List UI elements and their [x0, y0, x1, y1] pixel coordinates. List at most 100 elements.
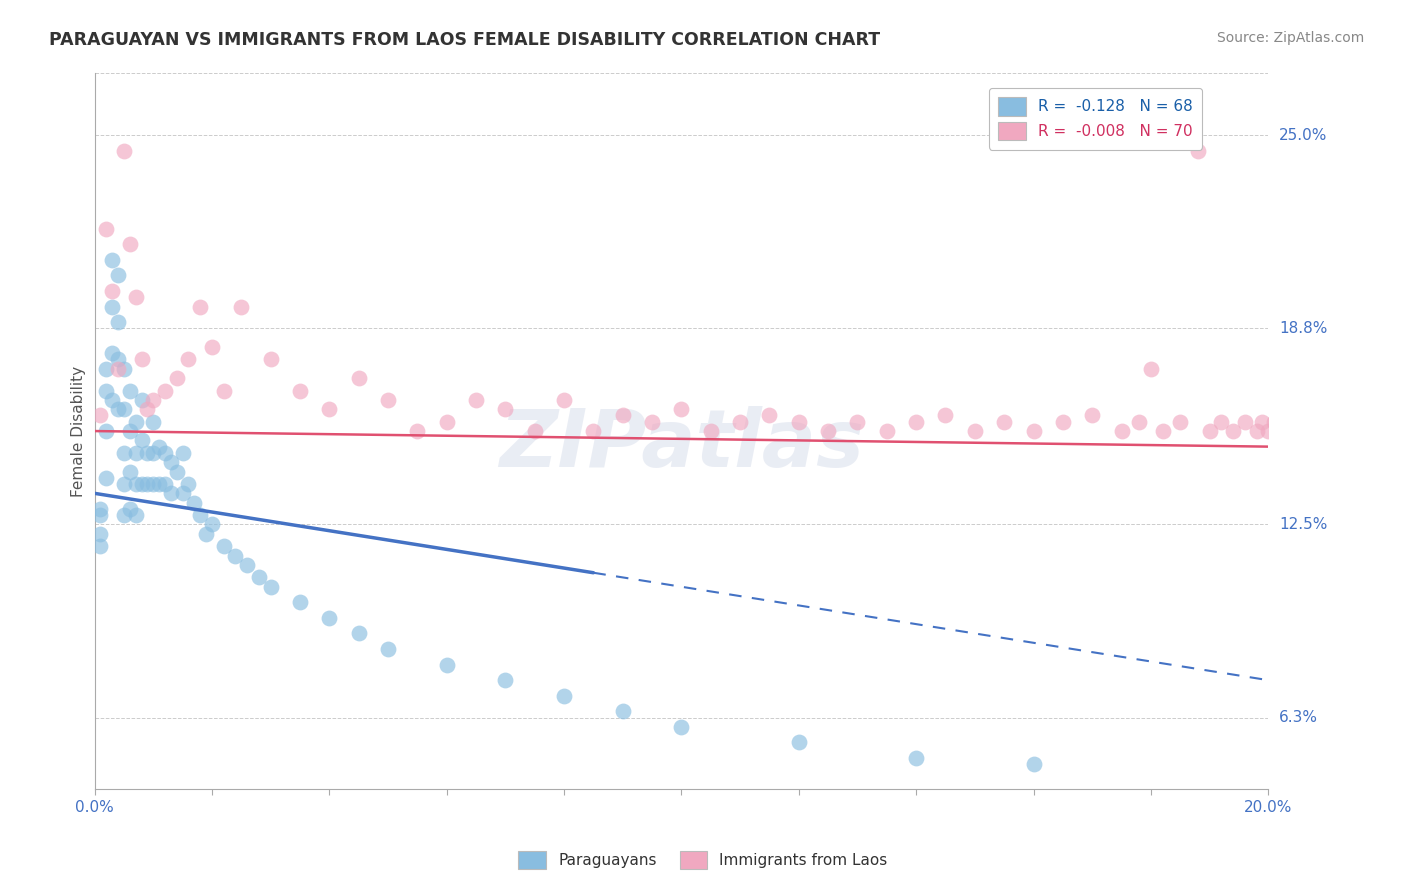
- Point: [188, 300, 211, 314]
- Point: [89, 409, 111, 423]
- Point: [201, 340, 224, 354]
- Point: [153, 384, 176, 398]
- Point: [347, 371, 370, 385]
- Point: [1222, 424, 1244, 438]
- Point: [612, 704, 634, 718]
- Point: [1246, 424, 1268, 438]
- Point: [177, 352, 200, 367]
- Point: [817, 424, 839, 438]
- Point: [136, 402, 159, 417]
- Point: [160, 486, 183, 500]
- Point: [671, 720, 693, 734]
- Point: [96, 471, 118, 485]
- Point: [1022, 424, 1045, 438]
- Point: [112, 508, 135, 523]
- Point: [107, 361, 129, 376]
- Point: [347, 626, 370, 640]
- Point: [523, 424, 546, 438]
- Point: [641, 415, 664, 429]
- Point: [1322, 415, 1344, 429]
- Point: [876, 424, 898, 438]
- Point: [89, 539, 111, 553]
- Point: [101, 284, 124, 298]
- Text: ZIPatlas: ZIPatlas: [499, 407, 863, 484]
- Point: [101, 392, 124, 407]
- Point: [112, 446, 135, 460]
- Point: [153, 446, 176, 460]
- Point: [166, 371, 188, 385]
- Point: [101, 300, 124, 314]
- Point: [1257, 424, 1279, 438]
- Point: [107, 268, 129, 283]
- Point: [377, 642, 399, 657]
- Point: [224, 549, 246, 563]
- Point: [201, 517, 224, 532]
- Point: [107, 352, 129, 367]
- Point: [436, 415, 458, 429]
- Point: [118, 384, 141, 398]
- Point: [153, 477, 176, 491]
- Point: [172, 486, 194, 500]
- Point: [118, 424, 141, 438]
- Point: [1022, 757, 1045, 772]
- Point: [846, 415, 869, 429]
- Point: [136, 446, 159, 460]
- Point: [993, 415, 1015, 429]
- Point: [612, 409, 634, 423]
- Point: [96, 384, 118, 398]
- Point: [905, 751, 928, 765]
- Point: [131, 434, 153, 448]
- Point: [89, 502, 111, 516]
- Point: [118, 502, 141, 516]
- Point: [1310, 415, 1333, 429]
- Point: [288, 384, 311, 398]
- Point: [259, 580, 281, 594]
- Point: [166, 465, 188, 479]
- Point: [787, 735, 810, 749]
- Point: [112, 402, 135, 417]
- Point: [728, 415, 751, 429]
- Point: [963, 424, 986, 438]
- Point: [934, 409, 956, 423]
- Point: [195, 526, 218, 541]
- Point: [112, 144, 135, 158]
- Point: [1281, 424, 1303, 438]
- Point: [1152, 424, 1174, 438]
- Point: [112, 361, 135, 376]
- Point: [1111, 424, 1133, 438]
- Point: [758, 409, 780, 423]
- Point: [148, 440, 170, 454]
- Point: [553, 392, 575, 407]
- Point: [96, 361, 118, 376]
- Point: [1128, 415, 1150, 429]
- Legend: Paraguayans, Immigrants from Laos: Paraguayans, Immigrants from Laos: [512, 845, 894, 875]
- Point: [124, 446, 146, 460]
- Point: [318, 611, 340, 625]
- Legend: R =  -0.128   N = 68, R =  -0.008   N = 70: R = -0.128 N = 68, R = -0.008 N = 70: [988, 87, 1202, 150]
- Point: [124, 290, 146, 304]
- Point: [236, 558, 259, 572]
- Point: [700, 424, 723, 438]
- Point: [582, 424, 605, 438]
- Point: [247, 570, 270, 584]
- Point: [494, 402, 516, 417]
- Point: [318, 402, 340, 417]
- Point: [671, 402, 693, 417]
- Point: [1211, 415, 1233, 429]
- Point: [1286, 704, 1309, 718]
- Point: [148, 477, 170, 491]
- Point: [96, 424, 118, 438]
- Point: [107, 402, 129, 417]
- Point: [188, 508, 211, 523]
- Point: [231, 300, 253, 314]
- Text: 6.3%: 6.3%: [1279, 710, 1319, 725]
- Point: [131, 352, 153, 367]
- Point: [160, 455, 183, 469]
- Point: [1268, 424, 1291, 438]
- Point: [1316, 424, 1339, 438]
- Point: [142, 415, 165, 429]
- Point: [465, 392, 488, 407]
- Point: [288, 595, 311, 609]
- Point: [1081, 409, 1104, 423]
- Point: [107, 315, 129, 329]
